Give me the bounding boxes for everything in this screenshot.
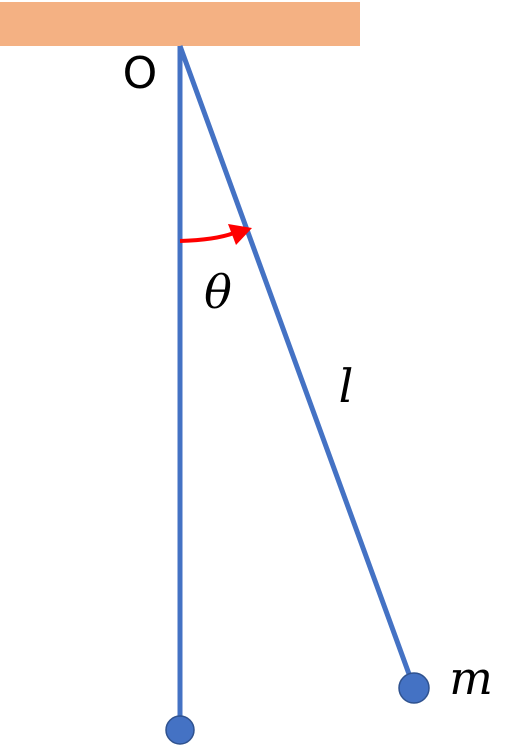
angle-label: θ xyxy=(204,265,232,319)
rest-bob xyxy=(165,715,195,745)
pendulum-string xyxy=(177,45,412,675)
angle-arrowhead xyxy=(228,224,252,245)
pivot-label: O xyxy=(123,48,158,99)
ceiling xyxy=(0,2,360,46)
length-label: l xyxy=(339,359,354,413)
angle-arrow xyxy=(179,231,235,243)
mass-label: m xyxy=(449,651,493,705)
bob xyxy=(398,672,430,704)
